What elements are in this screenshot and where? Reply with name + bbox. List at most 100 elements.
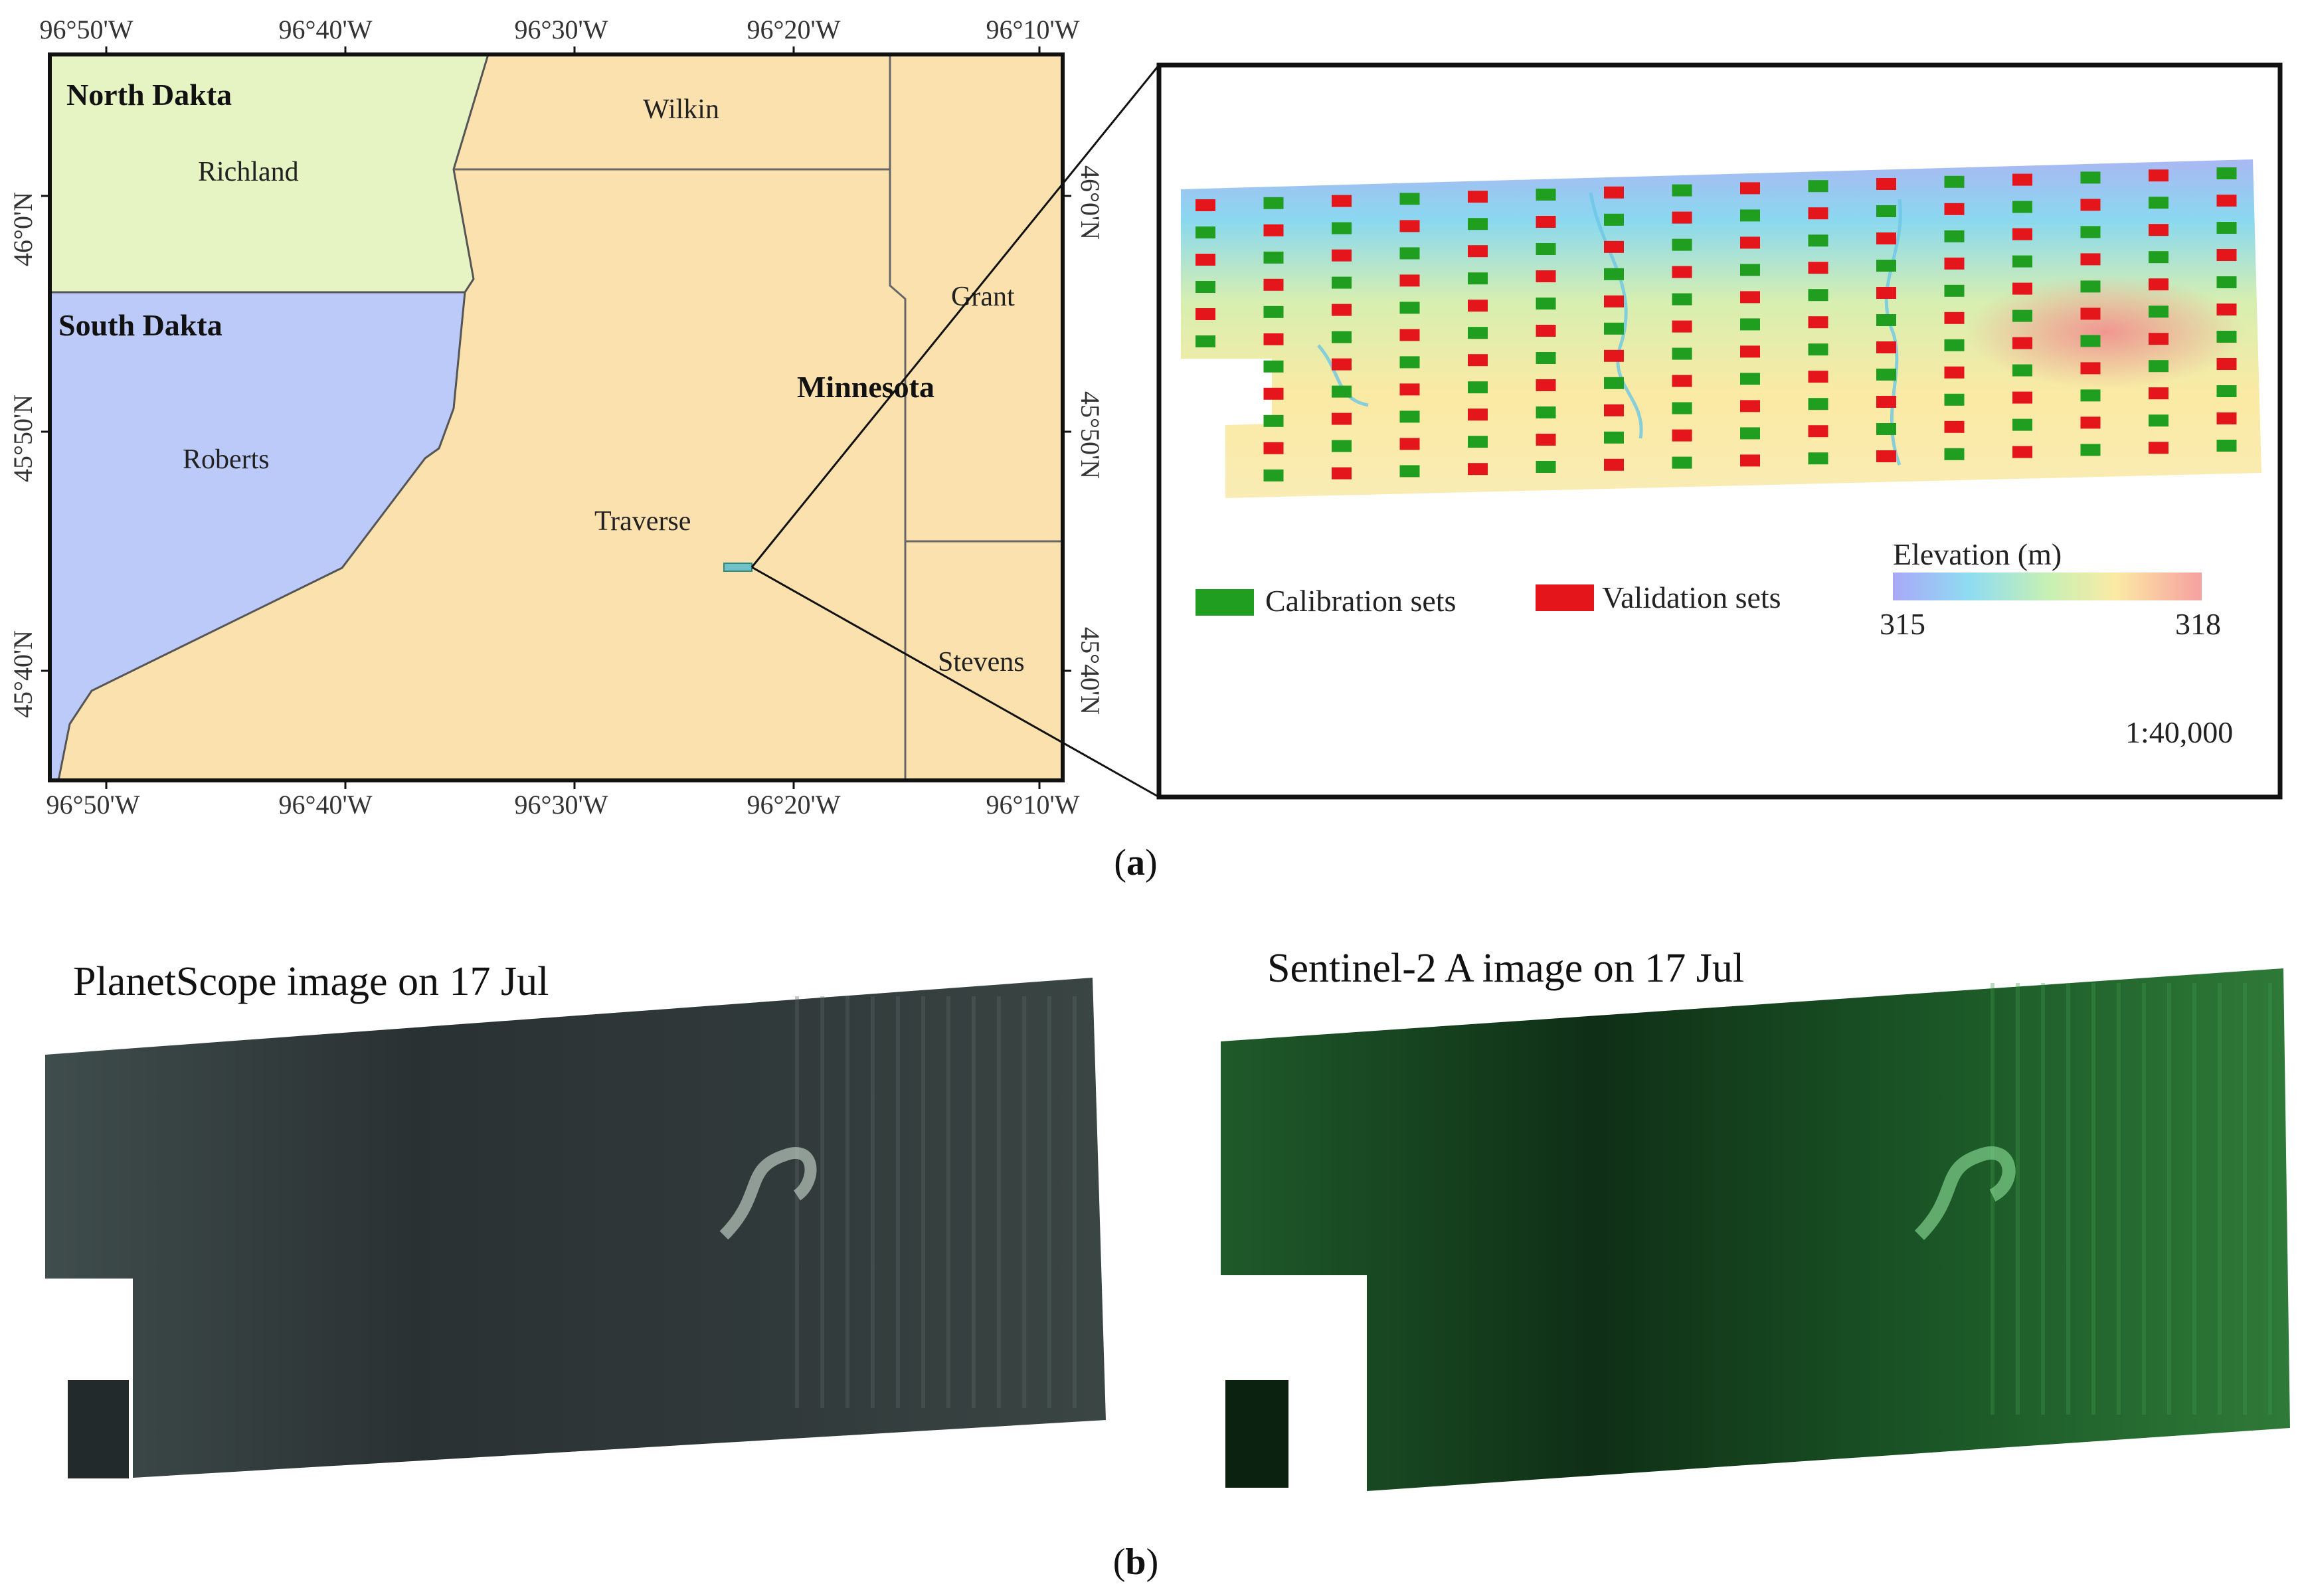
calibration-plot — [1944, 339, 1965, 351]
validation-plot — [1536, 270, 1556, 282]
planetscope-small-patch — [68, 1380, 129, 1478]
calibration-plot — [1195, 335, 1215, 347]
validation-plot — [2216, 304, 2237, 315]
validation-plot — [1944, 420, 1965, 433]
lon-label-bottom-2: 96°40'W — [279, 790, 373, 820]
lon-label-bottom-5: 96°10'W — [986, 790, 1080, 820]
calibration-plot — [1876, 423, 1896, 435]
calibration-plot — [1944, 448, 1965, 460]
calibration-plot — [2080, 226, 2101, 238]
calibration-plot — [1740, 264, 1760, 276]
calibration-legend-label: Calibration sets — [1265, 584, 1456, 618]
calibration-plot — [1740, 427, 1760, 440]
validation-plot — [2012, 337, 2032, 349]
validation-plot — [1740, 182, 1760, 195]
validation-plot — [1672, 429, 1692, 442]
calibration-plot — [2012, 201, 2032, 213]
validation-plot — [1604, 349, 1624, 362]
calibration-plot — [2216, 440, 2237, 452]
calibration-plot — [1399, 410, 1420, 423]
calibration-plot — [2012, 310, 2032, 322]
validation-plot — [1808, 371, 1828, 383]
calibration-plot — [1263, 414, 1284, 427]
validation-plot — [2012, 282, 2032, 295]
panel-a-caption: (a) — [1114, 842, 1157, 883]
validation-plot — [1263, 224, 1284, 236]
validation-plot — [1876, 232, 1896, 244]
roberts-label: Roberts — [183, 444, 270, 475]
calibration-plot — [1604, 431, 1624, 444]
calibration-plot — [1399, 247, 1420, 260]
validation-plot — [1876, 450, 1896, 462]
validation-plot — [1399, 274, 1420, 287]
calibration-plot — [1808, 234, 1828, 247]
validation-plot — [1944, 311, 1965, 324]
calibration-plot — [1263, 197, 1284, 209]
calibration-plot — [1808, 343, 1828, 356]
map-scale-label: 1:40,000 — [2125, 715, 2233, 749]
validation-plot — [2149, 278, 2169, 291]
validation-plot — [1263, 387, 1284, 400]
calibration-plot — [1332, 276, 1352, 289]
validation-plot — [1672, 375, 1692, 387]
calibration-plot — [1604, 268, 1624, 280]
validation-plot — [1876, 287, 1896, 299]
elevation-colorbar — [1893, 573, 2202, 600]
planetscope-bright-feature — [719, 1147, 817, 1240]
validation-plot — [2080, 308, 2101, 320]
calibration-plot — [1876, 205, 1896, 217]
calibration-plot — [1672, 293, 1692, 306]
validation-plot — [1468, 300, 1488, 312]
calibration-plot — [1944, 284, 1965, 297]
location-map: 96°50'W 96°40'W 96°30'W 96°20'W 96°10'W … — [8, 15, 1105, 820]
traverse-label: Traverse — [594, 506, 691, 537]
calibration-plot — [2216, 167, 2237, 179]
validation-plot — [1332, 304, 1352, 316]
grant-label: Grant — [951, 282, 1015, 312]
lat-label-right-1: 46°0'N — [1075, 165, 1105, 240]
validation-plot — [1876, 341, 1896, 353]
validation-plot — [2149, 169, 2169, 182]
calibration-plot — [1672, 238, 1692, 251]
calibration-plot — [1808, 398, 1828, 410]
validation-plot — [1536, 434, 1556, 446]
richland-label: Richland — [198, 157, 299, 187]
validation-plot — [1604, 240, 1624, 253]
calibration-plot — [1468, 272, 1488, 285]
calibration-plot — [1536, 406, 1556, 418]
calibration-plot — [2080, 335, 2101, 347]
calibration-plot — [1808, 180, 1828, 193]
calibration-plot — [1332, 331, 1352, 343]
calibration-plot — [2149, 306, 2169, 318]
calibration-plot — [1468, 436, 1488, 448]
south-dakota-region — [50, 291, 466, 780]
elevation-max-label: 318 — [2175, 607, 2221, 641]
calibration-plot — [1944, 230, 1965, 242]
validation-plot — [2216, 358, 2237, 370]
lon-label-top-1: 96°50'W — [40, 15, 133, 44]
calibration-plot — [2216, 385, 2237, 397]
minnesota-label: Minnesota — [797, 370, 934, 404]
validation-plot — [1468, 408, 1488, 421]
sentinel-small-patch — [1225, 1380, 1288, 1488]
lat-label-left-1: 46°0'N — [8, 192, 38, 266]
validation-plot — [1468, 245, 1488, 258]
calibration-plot — [1263, 469, 1284, 482]
validation-plot — [1604, 295, 1624, 308]
calibration-plot — [1195, 226, 1215, 238]
inset-connector-lines — [751, 64, 1160, 798]
validation-plot — [1195, 308, 1215, 320]
lat-label-left-2: 45°50'N — [8, 395, 38, 482]
sentinel-image — [1221, 968, 2290, 1491]
south-dakota-label: South Dakta — [58, 308, 222, 342]
validation-plot — [1672, 211, 1692, 224]
lon-label-top-4: 96°20'W — [747, 15, 841, 44]
calibration-plot — [1468, 327, 1488, 339]
sentinel-title: Sentinel-2 A image on 17 Jul — [1267, 946, 1744, 991]
validation-plot — [1808, 207, 1828, 220]
wilkin-label: Wilkin — [643, 94, 719, 125]
validation-plot — [1536, 325, 1556, 337]
validation-legend-swatch — [1536, 584, 1594, 611]
validation-plot — [1332, 249, 1352, 262]
calibration-plot — [2149, 414, 2169, 427]
